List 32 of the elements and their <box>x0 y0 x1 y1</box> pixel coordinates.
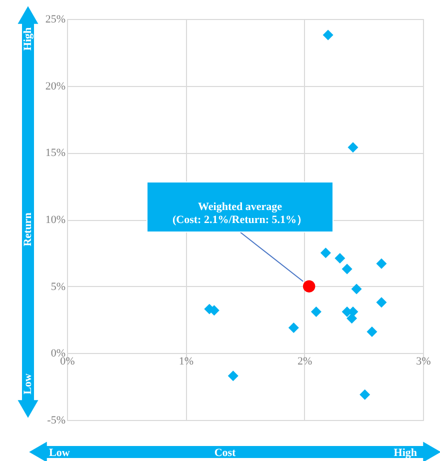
text: Low <box>22 374 34 394</box>
point <box>366 326 378 338</box>
x-tick-label: 3% <box>416 356 431 368</box>
point <box>346 313 358 324</box>
point <box>376 297 387 308</box>
x-tick-label: 1% <box>178 356 194 368</box>
point <box>334 253 346 264</box>
point <box>288 322 299 334</box>
point <box>322 30 334 40</box>
y-tick-label: 15% <box>45 147 66 160</box>
point <box>302 280 316 292</box>
point <box>320 248 331 258</box>
y-tick-label: 20% <box>45 80 66 92</box>
y-tick-label: -5% <box>47 414 66 426</box>
x-tick-label: 0% <box>60 356 75 368</box>
text: High <box>394 447 417 459</box>
x-tick-label: 2% <box>297 356 312 368</box>
point <box>351 284 362 294</box>
annotation: Weighted average (Cost: 2.1%/Return: 5.1%） <box>172 201 308 226</box>
text: High <box>22 27 34 51</box>
y-axis-title: Return <box>22 212 34 246</box>
point <box>342 264 352 274</box>
point <box>376 258 387 269</box>
x-axis-title: Cost <box>214 447 236 459</box>
y-tick-label: 5% <box>50 280 66 293</box>
y-tick-label: 25% <box>45 14 66 26</box>
point <box>360 389 370 400</box>
y-tick-label: 10% <box>45 214 66 226</box>
point <box>228 370 238 382</box>
point <box>348 142 358 153</box>
point <box>310 306 322 317</box>
text: Low <box>49 447 70 459</box>
